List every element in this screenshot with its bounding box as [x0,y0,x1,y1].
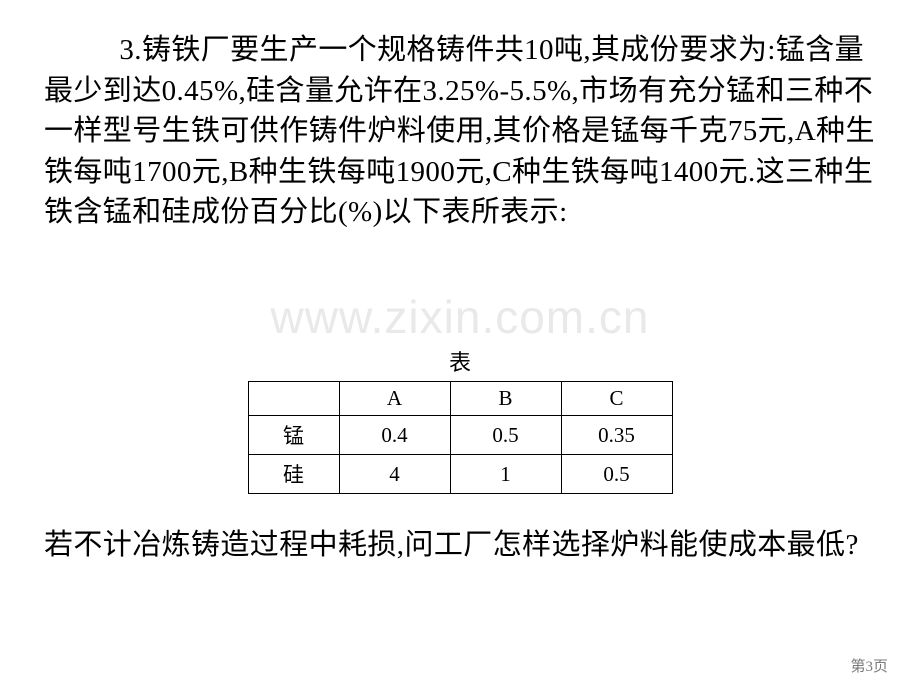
table-cell: 1 [450,455,561,494]
watermark-text: www.zixin.com.cn [0,290,920,344]
table-cell: 0.35 [561,416,672,455]
table-caption: 表 [0,345,920,377]
composition-table: A B C 锰 0.4 0.5 0.35 硅 4 1 0.5 [248,381,673,494]
table-row: 锰 0.4 0.5 0.35 [248,416,672,455]
problem-number: 3. [119,34,142,66]
table-header-cell: C [561,382,672,416]
table-cell: 硅 [248,455,339,494]
table-header-cell: B [450,382,561,416]
page-number: 第3页 [850,655,888,676]
composition-table-wrap: 表 A B C 锰 0.4 0.5 0.35 硅 4 1 0.5 [0,345,920,494]
question-paragraph: 若不计冶炼铸造过程中耗损,问工厂怎样选择炉料能使成本最低? [44,525,876,566]
table-cell: 锰 [248,416,339,455]
table-cell: 0.5 [561,455,672,494]
problem-body: 铸铁厂要生产一个规格铸件共10吨,其成份要求为:锰含量最少到达0.45%,硅含量… [44,34,875,228]
table-header-cell: A [339,382,450,416]
table-cell: 4 [339,455,450,494]
table-cell: 0.4 [339,416,450,455]
table-header-cell [248,382,339,416]
table-cell: 0.5 [450,416,561,455]
table-row: 硅 4 1 0.5 [248,455,672,494]
problem-paragraph: 3.铸铁厂要生产一个规格铸件共10吨,其成份要求为:锰含量最少到达0.45%,硅… [44,30,876,233]
table-row: A B C [248,382,672,416]
slide-page: www.zixin.com.cn 3.铸铁厂要生产一个规格铸件共10吨,其成份要… [0,0,920,690]
